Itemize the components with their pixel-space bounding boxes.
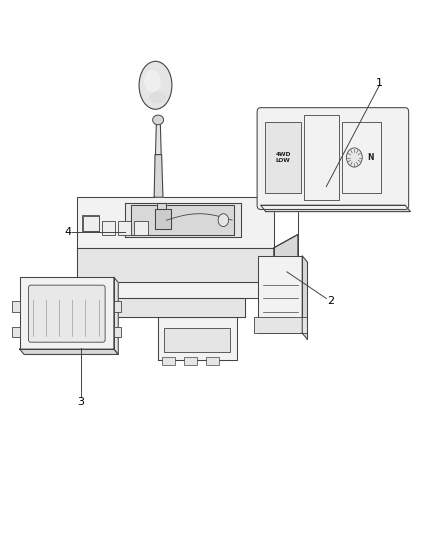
Text: 4: 4 bbox=[64, 227, 71, 237]
Bar bbox=[265, 122, 301, 193]
Bar bbox=[102, 221, 115, 235]
Bar bbox=[206, 357, 219, 365]
Polygon shape bbox=[101, 282, 258, 298]
Ellipse shape bbox=[149, 91, 166, 103]
Bar bbox=[254, 317, 307, 333]
Polygon shape bbox=[77, 248, 274, 282]
Circle shape bbox=[346, 148, 362, 167]
Bar bbox=[134, 221, 148, 235]
Polygon shape bbox=[154, 155, 163, 197]
Bar bbox=[184, 357, 197, 365]
Text: 2: 2 bbox=[327, 296, 334, 306]
Polygon shape bbox=[158, 317, 237, 360]
Ellipse shape bbox=[152, 115, 163, 125]
Polygon shape bbox=[274, 235, 298, 282]
Polygon shape bbox=[155, 209, 171, 229]
Bar bbox=[12, 301, 20, 312]
Polygon shape bbox=[77, 197, 274, 248]
Bar bbox=[164, 328, 230, 352]
FancyBboxPatch shape bbox=[257, 108, 409, 209]
Bar bbox=[342, 122, 381, 193]
Bar bbox=[82, 215, 99, 231]
Polygon shape bbox=[114, 298, 245, 317]
Polygon shape bbox=[302, 256, 307, 340]
Bar bbox=[304, 115, 339, 200]
Bar bbox=[118, 221, 131, 235]
Ellipse shape bbox=[139, 61, 172, 109]
Polygon shape bbox=[114, 277, 118, 354]
Polygon shape bbox=[261, 205, 410, 212]
Bar bbox=[162, 357, 175, 365]
Bar bbox=[114, 327, 121, 337]
Text: 4WD
LOW: 4WD LOW bbox=[275, 152, 291, 163]
Polygon shape bbox=[157, 203, 166, 209]
Text: N: N bbox=[367, 153, 373, 162]
Polygon shape bbox=[20, 349, 118, 354]
Circle shape bbox=[218, 214, 229, 227]
Polygon shape bbox=[131, 205, 234, 235]
Bar bbox=[114, 301, 121, 312]
Polygon shape bbox=[155, 123, 161, 155]
Bar bbox=[20, 277, 114, 349]
Text: 1: 1 bbox=[375, 78, 382, 87]
Ellipse shape bbox=[144, 70, 161, 92]
FancyBboxPatch shape bbox=[28, 285, 105, 342]
Text: 3: 3 bbox=[78, 398, 85, 407]
Polygon shape bbox=[125, 203, 241, 237]
Bar bbox=[258, 256, 302, 333]
Bar bbox=[12, 327, 20, 337]
Bar bbox=[83, 216, 99, 231]
